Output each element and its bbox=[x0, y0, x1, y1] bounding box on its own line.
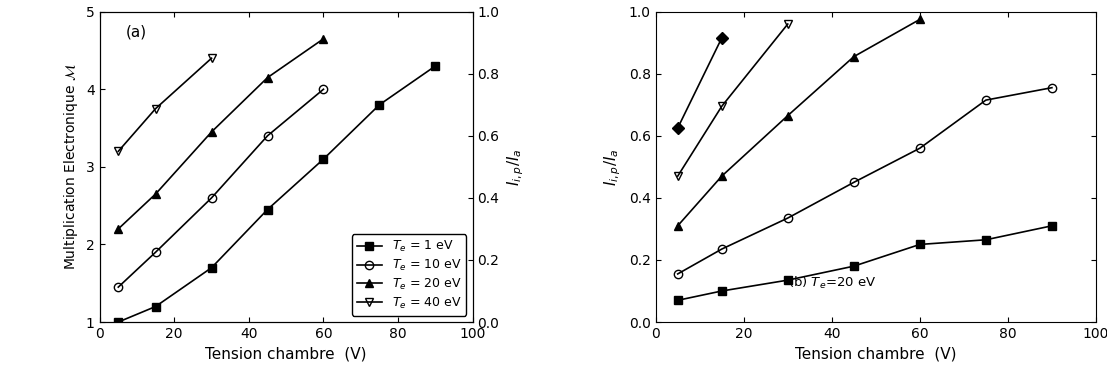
$I_e/I_a$ = 0.054 bbox=[1045, 223, 1058, 228]
$I_e/I_a$ = 0.135 bbox=[1045, 85, 1058, 90]
$T_e$ = 1 eV bbox=[205, 265, 218, 270]
$I_e/I_a$ = 0.054 bbox=[782, 278, 795, 282]
$I_e/I_a$ = 0.540 bbox=[671, 126, 684, 130]
$I_e/I_a$ = 0.054 bbox=[980, 237, 993, 242]
$T_e$ = 20 eV bbox=[205, 130, 218, 134]
Y-axis label: $I_{i,p}/I_a$: $I_{i,p}/I_a$ bbox=[602, 148, 623, 185]
$T_e$ = 40 eV bbox=[112, 149, 125, 154]
$I_e/I_a$ = 0.135 bbox=[913, 146, 927, 151]
$T_e$ = 10 eV bbox=[205, 196, 218, 200]
$T_e$ = 10 eV bbox=[149, 250, 163, 255]
$I_e/I_a$ = 0.135 bbox=[782, 216, 795, 220]
X-axis label: Tension chambre  (V): Tension chambre (V) bbox=[795, 346, 956, 362]
Y-axis label: Multiplication Electronique $\mathcal{M}$: Multiplication Electronique $\mathcal{M}… bbox=[62, 63, 81, 270]
$T_e$ = 40 eV bbox=[149, 106, 163, 111]
X-axis label: Tension chambre  (V): Tension chambre (V) bbox=[206, 346, 366, 362]
$T_e$ = 20 eV bbox=[261, 75, 275, 80]
Line: $T_e$ = 10 eV: $T_e$ = 10 eV bbox=[114, 85, 328, 291]
Legend: $T_e$ = 1 eV, $T_e$ = 10 eV, $T_e$ = 20 eV, $T_e$ = 40 eV: $T_e$ = 1 eV, $T_e$ = 10 eV, $T_e$ = 20 … bbox=[352, 234, 466, 316]
$I_e/I_a$ = 0.270 bbox=[847, 54, 860, 59]
$I_e/I_a$ = 0.135 bbox=[980, 98, 993, 102]
$I_e/I_a$ = 0.540 bbox=[715, 36, 728, 40]
$T_e$ = 20 eV bbox=[317, 36, 330, 41]
$T_e$ = 10 eV bbox=[261, 133, 275, 138]
$T_e$ = 1 eV bbox=[149, 304, 163, 309]
$T_e$ = 20 eV bbox=[112, 227, 125, 231]
Line: $I_e/I_a$ = 0.540: $I_e/I_a$ = 0.540 bbox=[673, 34, 726, 132]
$T_e$ = 1 eV bbox=[373, 102, 386, 107]
$I_e/I_a$ = 0.054 bbox=[671, 298, 684, 303]
$T_e$ = 20 eV bbox=[149, 192, 163, 196]
$I_e/I_a$ = 0.054 bbox=[913, 242, 927, 247]
Line: $I_e/I_a$ = 0.054: $I_e/I_a$ = 0.054 bbox=[673, 222, 1056, 305]
$T_e$ = 1 eV bbox=[317, 157, 330, 161]
$I_e/I_a$ = 0.405 bbox=[671, 174, 684, 178]
$I_e/I_a$ = 0.405 bbox=[782, 22, 795, 26]
Text: (a): (a) bbox=[126, 24, 147, 39]
$I_e/I_a$ = 0.270 bbox=[913, 17, 927, 22]
Line: $I_e/I_a$ = 0.405: $I_e/I_a$ = 0.405 bbox=[673, 20, 792, 180]
$I_e/I_a$ = 0.135 bbox=[671, 272, 684, 276]
$I_e/I_a$ = 0.270 bbox=[782, 113, 795, 118]
Line: $I_e/I_a$ = 0.135: $I_e/I_a$ = 0.135 bbox=[673, 83, 1056, 278]
Line: $T_e$ = 20 eV: $T_e$ = 20 eV bbox=[114, 35, 328, 233]
$I_e/I_a$ = 0.405 bbox=[715, 104, 728, 109]
Y-axis label: $I_{i,p}/I_a$: $I_{i,p}/I_a$ bbox=[505, 148, 526, 185]
$I_e/I_a$ = 0.054 bbox=[847, 264, 860, 268]
$T_e$ = 40 eV bbox=[205, 56, 218, 61]
$T_e$ = 10 eV bbox=[317, 87, 330, 92]
$T_e$ = 1 eV bbox=[112, 320, 125, 324]
$T_e$ = 10 eV bbox=[112, 285, 125, 289]
Line: $T_e$ = 1 eV: $T_e$ = 1 eV bbox=[114, 62, 439, 326]
Text: (b) $T_e$=20 eV: (b) $T_e$=20 eV bbox=[788, 275, 876, 291]
$T_e$ = 1 eV bbox=[261, 207, 275, 212]
$I_e/I_a$ = 0.135 bbox=[715, 247, 728, 251]
$I_e/I_a$ = 0.270 bbox=[715, 174, 728, 178]
Line: $I_e/I_a$ = 0.270: $I_e/I_a$ = 0.270 bbox=[673, 15, 924, 230]
$I_e/I_a$ = 0.054 bbox=[715, 289, 728, 293]
Line: $T_e$ = 40 eV: $T_e$ = 40 eV bbox=[114, 54, 216, 156]
$I_e/I_a$ = 0.135 bbox=[847, 180, 860, 185]
$T_e$ = 1 eV bbox=[428, 64, 442, 68]
$I_e/I_a$ = 0.270 bbox=[671, 223, 684, 228]
